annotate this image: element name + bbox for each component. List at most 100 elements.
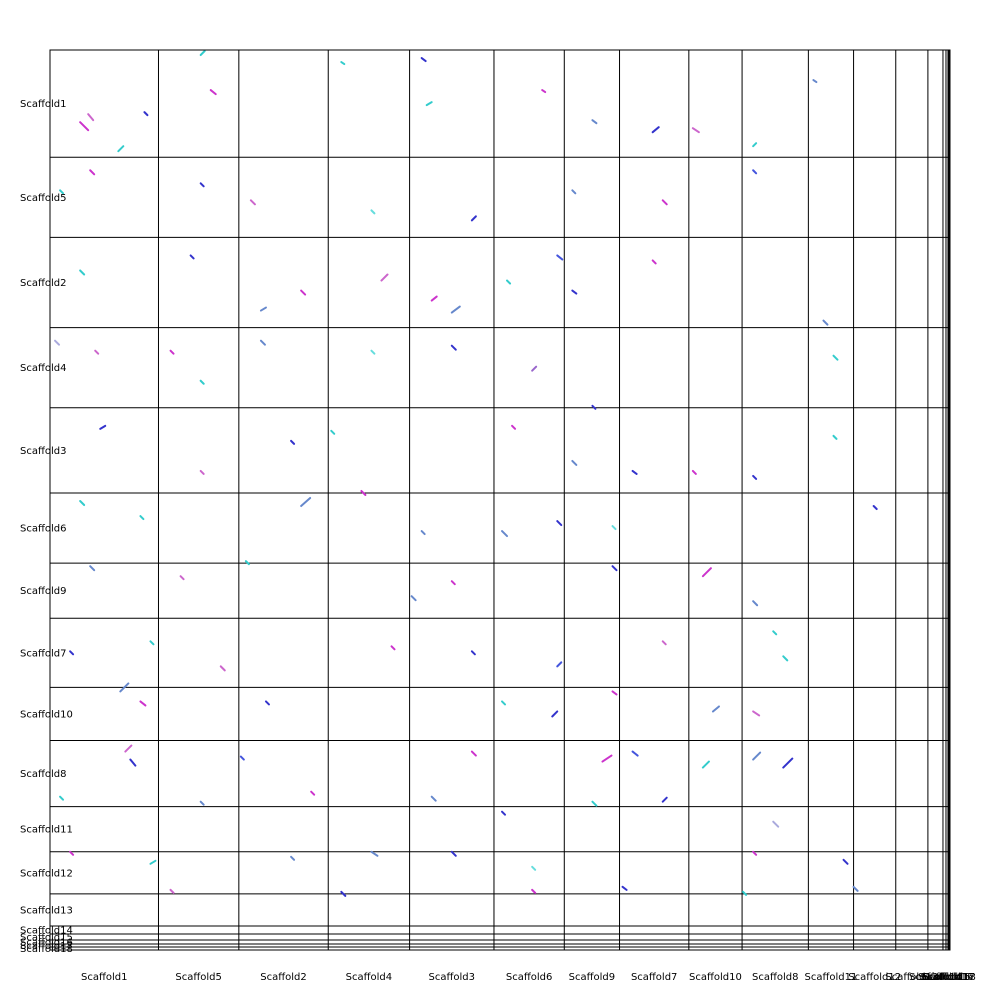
alignment-segment [631,750,639,757]
alignment-segment [506,279,512,285]
alignment-segment [822,319,829,326]
alignment-segment [430,295,438,302]
alignment-segment [711,705,720,713]
alignment-segment [450,580,456,586]
alignment-segment [129,758,137,767]
alignment-segment [410,595,417,602]
alignment-segment [661,199,668,206]
alignment-segment [631,469,638,475]
alignment-segment [611,525,617,531]
alignment-segment [651,126,660,134]
alignment-segment [556,661,563,668]
alignment-segment [59,795,65,801]
alignment-segment [139,700,147,707]
alignment-segment [470,215,477,222]
alignment-segment [420,530,426,536]
y-tick-label: Scaffold10 [20,709,73,720]
alignment-segment [139,515,145,521]
x-tick-label: Scaffold17 [922,972,975,983]
x-tick-label: Scaffold3 [429,972,475,983]
x-tick-label: Scaffold2 [260,972,306,983]
y-tick-label: Scaffold1 [20,99,66,110]
alignment-segment [812,79,818,84]
alignment-segment [149,859,157,865]
alignment-segment [591,800,598,807]
alignment-segment [340,890,347,897]
alignment-segment [59,189,65,195]
alignment-segment [143,111,149,117]
alignment-segment [450,305,461,314]
alignment-segment [199,469,205,475]
alignment-segment [752,474,758,480]
alignment-segment [752,142,758,148]
alignment-segment [99,424,107,430]
alignment-segment [89,565,96,572]
alignment-segment [470,750,477,757]
y-tick-label: Scaffold14 [20,925,73,936]
alignment-segment [531,888,537,894]
alignment-segment [601,754,613,763]
alignment-segment [501,810,507,816]
alignment-segment [199,50,206,57]
alignment-segment [360,489,367,496]
alignment-segment [752,169,758,175]
scaffold-grid [50,50,950,950]
alignment-segment [531,865,537,871]
x-tick-label: Scaffold15 [918,972,971,983]
alignment-segment [541,89,547,94]
alignment-segment [651,259,657,265]
alignment-segment [450,344,457,351]
alignment-segment [752,600,759,607]
alignment-segment [842,858,849,865]
alignment-segment [701,567,712,578]
y-axis-labels: Scaffold1 Scaffold5 Scaffold2 Scaffold4 Scaf… [20,99,73,955]
alignment-segment [209,89,217,96]
alignment-segment [571,289,578,295]
alignment-segment [556,254,564,261]
alignment-segment [310,790,316,796]
y-tick-label: Scaffold5 [20,193,66,204]
alignment-segment [199,379,205,385]
alignment-segment [531,365,538,372]
x-axis-labels: Scaffold1 Scaffold5 Scaffold2 Scaffold4 Scaf… [81,972,976,983]
alignment-segments [54,50,878,897]
alignment-segment [661,796,668,803]
alignment-segment [425,101,433,107]
alignment-segment [501,700,507,706]
alignment-segment [430,795,437,802]
y-tick-label: Scaffold16 [20,937,73,948]
alignment-segment [189,254,195,260]
y-tick-label: Scaffold4 [20,363,66,374]
alignment-segment [94,349,100,355]
alignment-segment [501,530,509,538]
alignment-segment [782,655,789,662]
alignment-segment [249,199,256,206]
alignment-segment [611,690,618,696]
alignment-segment [300,496,312,508]
alignment-segment [832,354,839,361]
y-tick-label: Scaffold15 [20,932,73,943]
alignment-segment [551,710,559,718]
x-tick-label: Scaffold13 [885,972,938,983]
x-tick-label: Scaffold16 [921,972,974,983]
alignment-segment [119,682,130,693]
alignment-segment [87,113,95,122]
alignment-segment [290,855,296,861]
x-tick-label: Scaffold9 [569,972,615,983]
y-tick-label: Scaffold8 [20,769,66,780]
alignment-segment [752,850,758,856]
x-tick-label: Scaffold12 [848,972,901,983]
alignment-segment [89,169,96,176]
alignment-segment [420,57,427,63]
alignment-segment [591,404,597,410]
alignment-segment [79,121,90,132]
alignment-segment [370,349,376,355]
alignment-segment [571,459,578,466]
alignment-segment [621,885,628,891]
alignment-segment [380,273,389,282]
alignment-segment [244,560,250,566]
alignment-segment [259,306,267,312]
alignment-segment [571,189,577,195]
alignment-segment [511,424,517,430]
alignment-segment [691,469,697,475]
